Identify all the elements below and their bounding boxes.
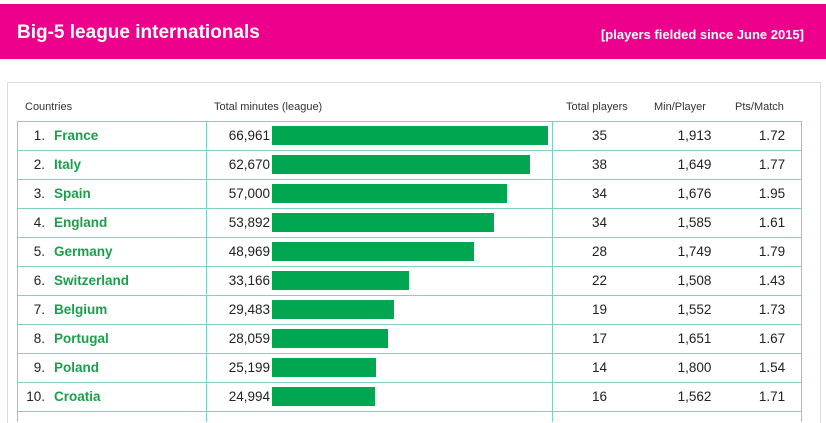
rank-label: 4. — [33, 215, 45, 230]
column-divider — [206, 122, 207, 422]
total-players-value: 16 — [591, 389, 608, 404]
rank-label: 9. — [33, 360, 45, 375]
pts-per-match-value: 1.67 — [758, 331, 786, 346]
col-header-pts-per-match: Pts/Match — [735, 101, 784, 113]
pts-per-match-value: 1.43 — [758, 273, 786, 288]
minutes-bar — [272, 184, 507, 203]
col-header-total-players: Total players — [566, 101, 628, 113]
total-players-value: 35 — [591, 128, 608, 143]
rank-label: 7. — [33, 302, 45, 317]
minutes-bar — [272, 358, 376, 377]
country-name: England — [54, 215, 108, 230]
col-header-min-per-player: Min/Player — [654, 101, 706, 113]
page-subtitle: [players fielded since June 2015] — [600, 27, 804, 42]
data-table: 1. France 66,961 35 1,913 1.72 2. Italy 62,670 38… — [17, 121, 802, 422]
header-banner: Big-5 league internationals [players fie… — [0, 4, 826, 59]
col-header-countries: Countries — [25, 101, 73, 113]
rank-label: 5. — [33, 244, 45, 259]
country-name: Germany — [54, 244, 113, 259]
country-name: Spain — [54, 186, 91, 201]
total-players-value: 17 — [591, 331, 608, 346]
rank-label: 3. — [33, 186, 45, 201]
total-players-value: 34 — [591, 215, 608, 230]
pts-per-match-value: 1.54 — [758, 360, 786, 375]
rank-label: 2. — [33, 157, 45, 172]
country-name: Switzerland — [54, 273, 130, 288]
pts-per-match-value: 1.73 — [758, 302, 786, 317]
minutes-bar — [272, 242, 474, 261]
table-row: 8. Portugal 28,059 17 1,651 1.67 — [17, 325, 802, 354]
table-row: 4. England 53,892 34 1,585 1.61 — [17, 209, 802, 238]
rank-label: 1. — [33, 128, 45, 143]
rank-label: 10. — [26, 389, 45, 404]
table-row: 1. France 66,961 35 1,913 1.72 — [17, 122, 802, 151]
total-minutes-value: 53,892 — [228, 215, 270, 230]
total-players-value: 22 — [591, 273, 608, 288]
total-minutes-value: 24,994 — [228, 389, 270, 404]
table-row: 10. Croatia 24,994 16 1,562 1.71 — [17, 383, 802, 412]
minutes-bar — [272, 126, 548, 145]
min-per-player-value: 1,913 — [677, 128, 712, 143]
minutes-bar — [272, 271, 409, 290]
min-per-player-value: 1,649 — [677, 157, 712, 172]
pts-per-match-value: 1.71 — [758, 389, 786, 404]
country-name: Poland — [54, 360, 100, 375]
total-players-value: 28 — [591, 244, 608, 259]
page-title: Big-5 league internationals — [17, 22, 260, 43]
total-minutes-value: 29,483 — [228, 302, 270, 317]
total-players-value: 14 — [591, 360, 608, 375]
table-left-border — [17, 122, 18, 422]
table-row: 2. Italy 62,670 38 1,649 1.77 — [17, 151, 802, 180]
total-minutes-value: 33,166 — [228, 273, 270, 288]
table-right-border — [801, 122, 802, 422]
table-row: 7. Belgium 29,483 19 1,552 1.73 — [17, 296, 802, 325]
total-players-value: 19 — [591, 302, 608, 317]
minutes-bar — [272, 300, 394, 319]
country-name: France — [54, 128, 99, 143]
min-per-player-value: 1,676 — [677, 186, 712, 201]
minutes-bar — [272, 387, 376, 406]
total-minutes-value: 28,059 — [228, 331, 270, 346]
country-name: Belgium — [54, 302, 108, 317]
minutes-bar — [272, 155, 531, 174]
total-players-value: 34 — [591, 186, 608, 201]
min-per-player-value: 1,552 — [677, 302, 712, 317]
total-minutes-value: 25,199 — [228, 360, 270, 375]
pts-per-match-value: 1.95 — [758, 186, 786, 201]
total-minutes-value: 62,670 — [228, 157, 270, 172]
rank-label: 6. — [33, 273, 45, 288]
table-row: 9. Poland 25,199 14 1,800 1.54 — [17, 354, 802, 383]
pts-per-match-value: 1.72 — [758, 128, 786, 143]
country-name: Croatia — [54, 389, 101, 404]
table-row: 5. Germany 48,969 28 1,749 1.79 — [17, 238, 802, 267]
min-per-player-value: 1,508 — [677, 273, 712, 288]
col-header-total-minutes: Total minutes (league) — [214, 101, 323, 113]
minutes-bar — [272, 213, 495, 232]
total-players-value: 38 — [591, 157, 608, 172]
pts-per-match-value: 1.61 — [758, 215, 786, 230]
table-row: 3. Spain 57,000 34 1,676 1.95 — [17, 180, 802, 209]
min-per-player-value: 1,651 — [677, 331, 712, 346]
min-per-player-value: 1,749 — [677, 244, 712, 259]
pts-per-match-value: 1.79 — [758, 244, 786, 259]
total-minutes-value: 66,961 — [228, 128, 270, 143]
rank-label: 8. — [33, 331, 45, 346]
country-name: Portugal — [54, 331, 109, 346]
table-row: 6. Switzerland 33,166 22 1,508 1.43 — [17, 267, 802, 296]
min-per-player-value: 1,800 — [677, 360, 712, 375]
min-per-player-value: 1,585 — [677, 215, 712, 230]
minutes-bar — [272, 329, 388, 348]
min-per-player-value: 1,562 — [677, 389, 712, 404]
pts-per-match-value: 1.77 — [758, 157, 786, 172]
column-divider — [552, 122, 553, 422]
country-name: Italy — [54, 157, 82, 172]
total-minutes-value: 57,000 — [228, 186, 270, 201]
total-minutes-value: 48,969 — [228, 244, 270, 259]
